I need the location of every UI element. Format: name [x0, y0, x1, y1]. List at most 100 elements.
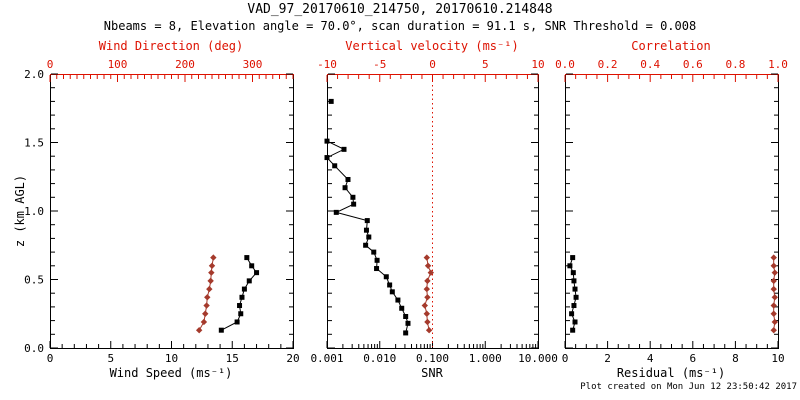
snr-marker: [342, 185, 348, 191]
snr-marker: [333, 209, 339, 215]
wind-direction-marker: [206, 285, 213, 293]
snr-marker: [351, 201, 357, 207]
wind-direction-marker: [208, 262, 216, 269]
snr-panel-bottom-tick-label: 1.000: [469, 352, 502, 365]
wind-speed-marker: [249, 263, 255, 269]
snr-axis-label: SNR: [421, 366, 443, 380]
y-tick-label: 2.0: [24, 68, 44, 81]
wind-direction-marker: [202, 310, 209, 317]
snr-panel-top-tick-label: -5: [373, 58, 386, 71]
residual-line: [569, 257, 577, 331]
wind-speed-axis-label: Wind Speed (ms⁻¹): [109, 366, 233, 380]
snr-marker: [383, 274, 389, 280]
y-tick-label: 1.0: [24, 205, 44, 218]
snr-marker: [371, 249, 377, 255]
residual-marker: [571, 278, 577, 284]
snr-panel-top-tick-label: 5: [482, 58, 489, 71]
wind-speed-marker: [246, 278, 252, 284]
residual-marker: [570, 255, 576, 261]
wind-panel-top-tick-label: 300: [243, 58, 263, 71]
wind-speed-marker: [218, 327, 224, 333]
wind-speed-marker: [244, 255, 250, 261]
wind-panel-frame: [50, 74, 294, 349]
snr-marker: [328, 98, 334, 104]
wind-direction-marker: [195, 326, 203, 334]
snr-panel-top-tick-label: 10: [531, 58, 544, 71]
wind-direction-marker: [204, 294, 211, 301]
vertical-velocity-marker: [424, 318, 431, 326]
snr-marker: [332, 163, 338, 169]
y-tick-label: 0.5: [24, 274, 44, 287]
residual-panel-bottom-tick-label: 6: [689, 352, 696, 365]
snr-panel-bottom-tick-label: 0.001: [310, 352, 343, 365]
residual-panel-bottom-tick-label: 8: [732, 352, 739, 365]
wind-panel-bottom-tick-label: 5: [107, 352, 114, 365]
wind-speed-marker: [254, 270, 260, 276]
wind-speed-marker: [234, 319, 240, 325]
vertical-velocity-marker: [427, 269, 435, 276]
snr-marker: [374, 266, 380, 272]
y-tick-label: 1.5: [24, 137, 44, 150]
snr-marker: [387, 282, 393, 288]
snr-marker: [405, 320, 411, 326]
residual-panel-top-tick-label: 0.6: [683, 58, 703, 71]
snr-marker: [374, 257, 380, 263]
wind-direction-marker: [210, 254, 217, 261]
vertical-velocity-marker: [424, 277, 431, 285]
residual-panel-top-tick-label: 0.4: [640, 58, 660, 71]
snr-marker: [395, 297, 401, 303]
wind-direction-marker: [207, 277, 214, 285]
wind-panel-bottom-tick-label: 0: [47, 352, 54, 365]
wind-direction-marker: [208, 269, 215, 276]
residual-panel-top-tick-label: 1.0: [768, 58, 788, 71]
residual-panel-bottom-tick-label: 10: [771, 352, 784, 365]
residual-marker: [570, 270, 576, 276]
wind-direction-marker: [203, 302, 210, 309]
snr-panel-bottom-tick-label: 0.010: [363, 352, 396, 365]
vertical-velocity-marker: [421, 302, 428, 309]
correlation-marker: [770, 277, 777, 285]
correlation-marker: [771, 318, 779, 326]
snr-marker: [389, 289, 395, 295]
vertical-velocity-marker: [424, 294, 431, 301]
wind-speed-line: [221, 257, 258, 331]
snr-marker: [403, 330, 409, 336]
snr-panel-top-tick-label: 0: [429, 58, 436, 71]
residual-marker: [571, 303, 577, 309]
wind-direction-line: [198, 257, 214, 331]
chart-subtitle: Nbeams = 8, Elevation angle = 70.0°, sca…: [103, 19, 697, 33]
residual-panel-bottom-tick-label: 4: [647, 352, 654, 365]
vertical-velocity-marker: [423, 310, 431, 317]
residual-panel-bottom-tick-label: 2: [604, 352, 611, 365]
vertical-velocity-marker: [424, 262, 432, 269]
wind-speed-marker: [241, 286, 247, 292]
snr-marker: [363, 242, 369, 248]
snr-marker: [363, 227, 369, 233]
correlation-axis-label: Correlation: [631, 39, 711, 53]
vertical-velocity-marker: [423, 285, 431, 293]
y-tick-label: 0.0: [24, 342, 44, 355]
residual-marker: [572, 286, 578, 292]
wind-speed-marker: [238, 311, 244, 317]
snr-marker: [324, 155, 330, 161]
snr-panel-bottom-tick-label: 0.100: [416, 352, 449, 365]
residual-marker: [569, 311, 575, 317]
correlation-marker: [770, 262, 777, 269]
wind-speed-marker: [239, 294, 245, 300]
residual-panel-top-tick-label: 0.8: [725, 58, 745, 71]
vertical-velocity-axis-label: Vertical velocity (ms⁻¹): [345, 39, 519, 53]
correlation-marker: [770, 326, 777, 334]
snr-marker: [341, 146, 347, 152]
residual-panel-top-tick-label: 0.2: [598, 58, 618, 71]
wind-panel-top-tick-label: 200: [175, 58, 195, 71]
snr-marker: [403, 313, 409, 319]
correlation-marker: [770, 254, 777, 261]
snr-panel-frame: [327, 74, 539, 349]
correlation-marker: [770, 285, 777, 293]
correlation-marker: [770, 310, 777, 317]
wind-panel-top-tick-label: 0: [47, 58, 54, 71]
vertical-velocity-marker: [423, 254, 431, 261]
snr-marker: [399, 305, 405, 311]
